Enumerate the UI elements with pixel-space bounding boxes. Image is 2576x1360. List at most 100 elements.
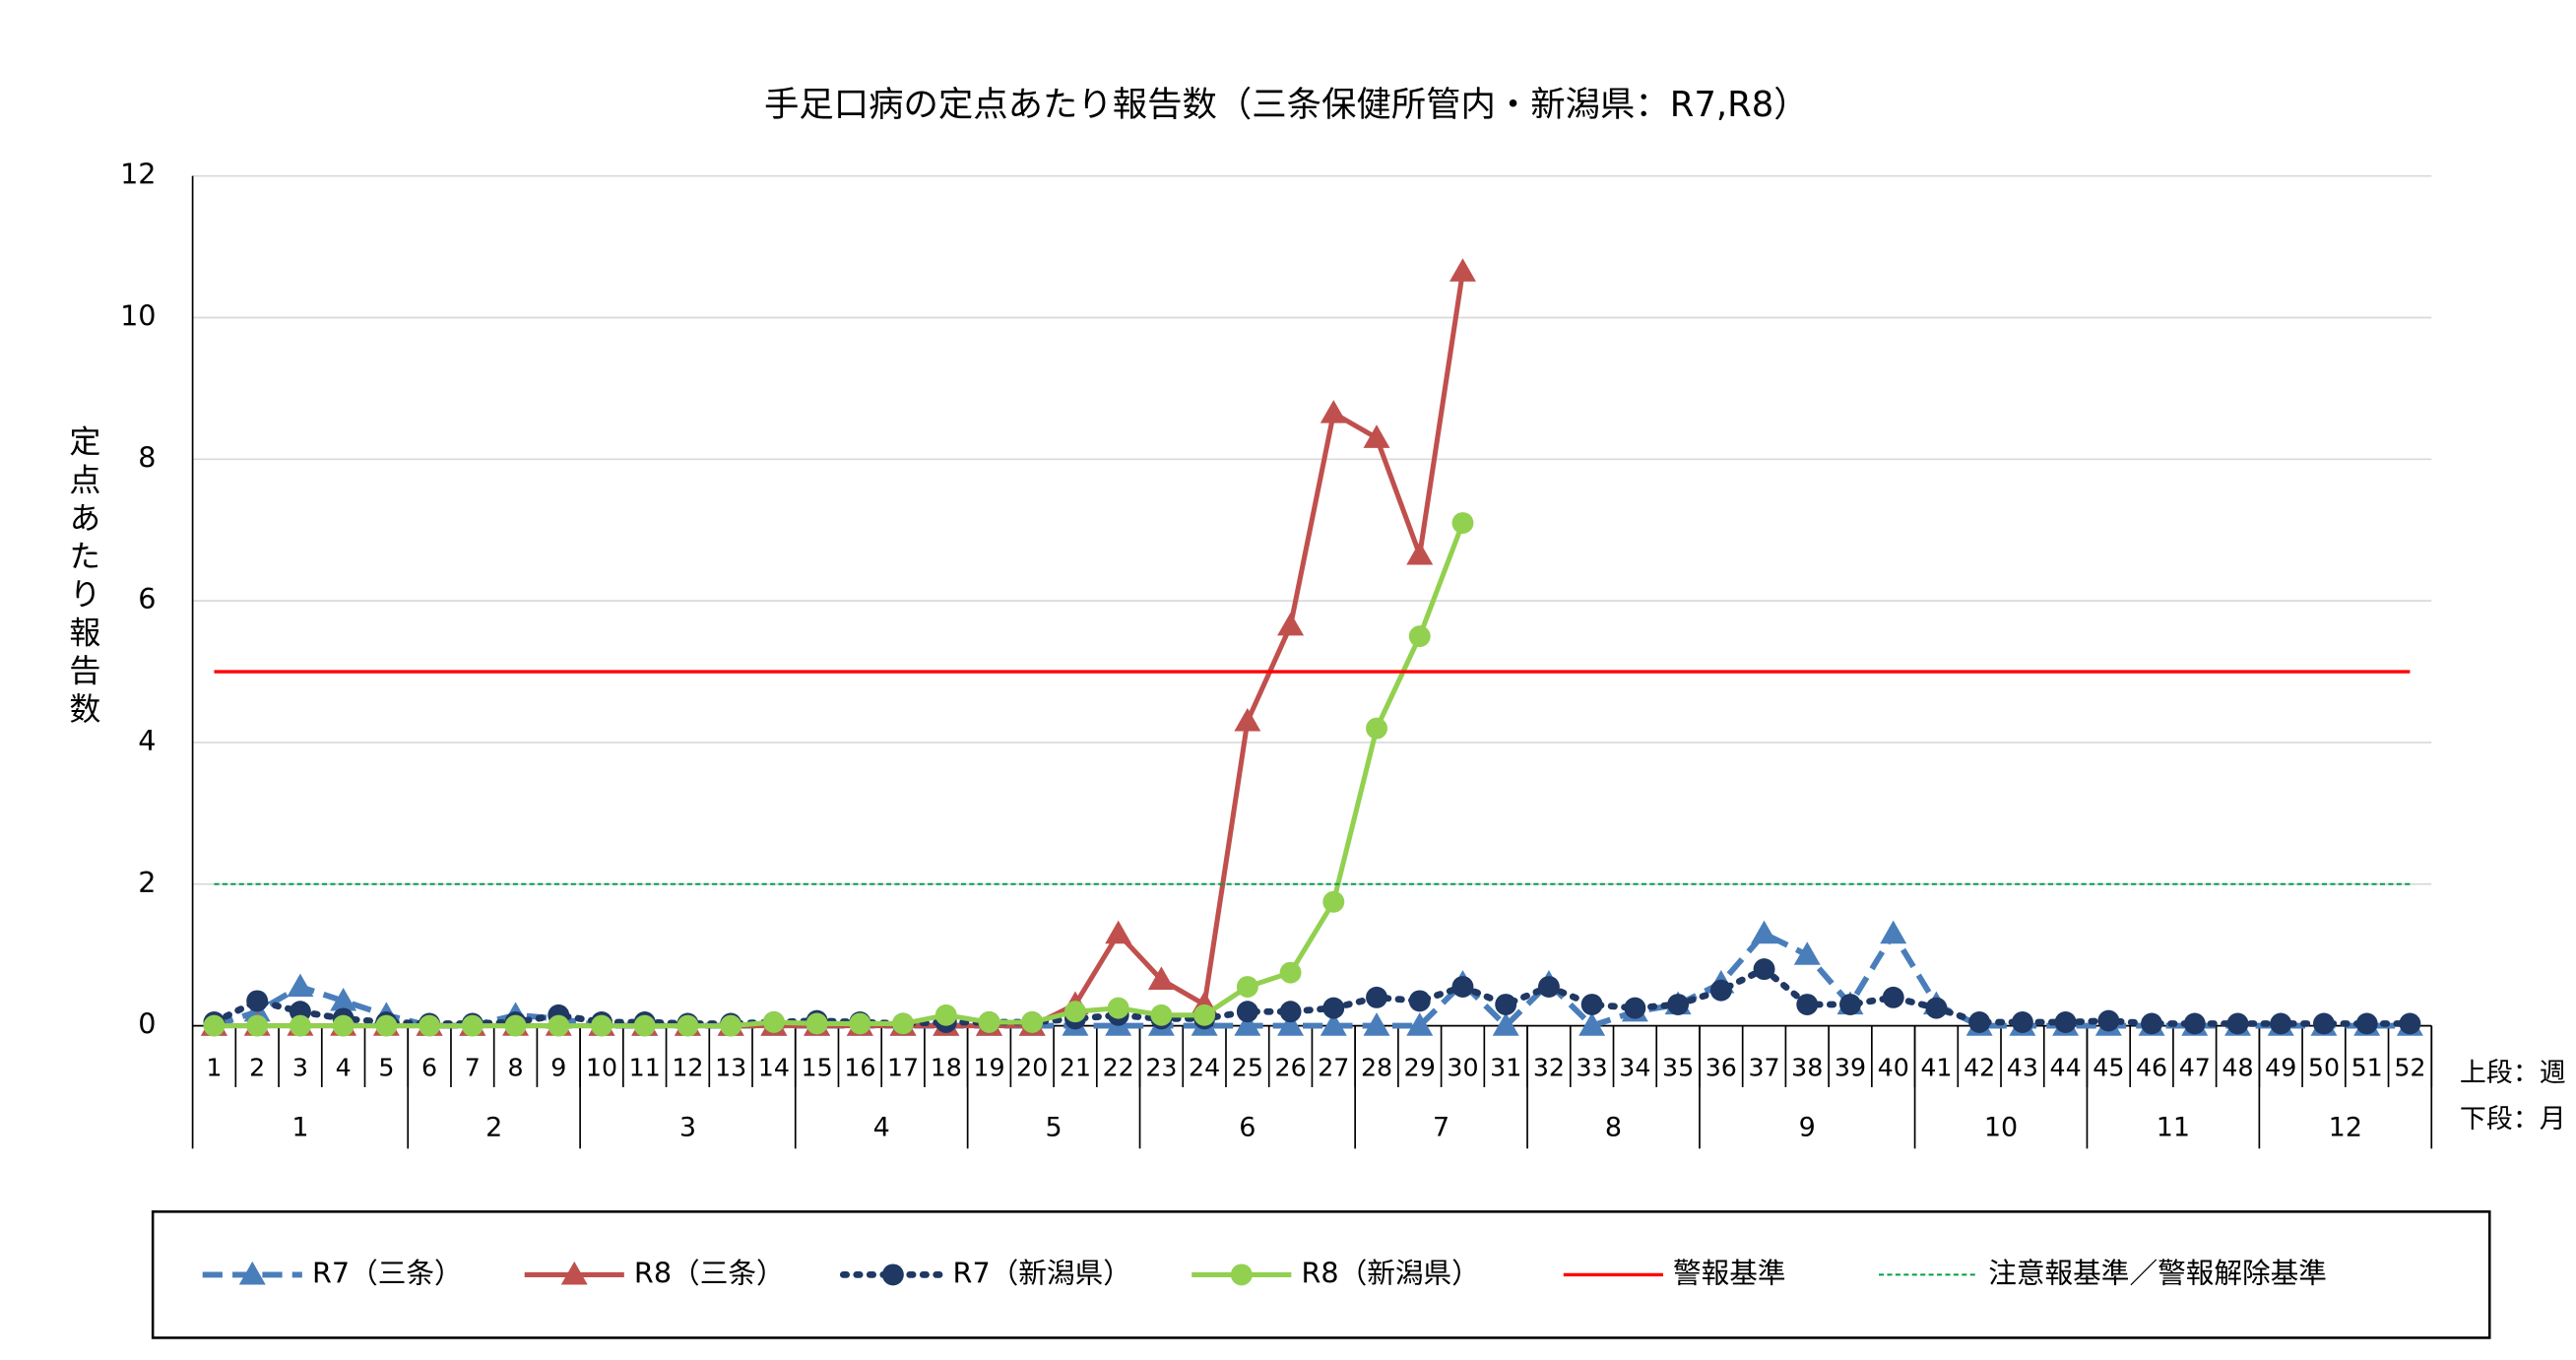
x-tick-label: 44 xyxy=(2050,1053,2082,1081)
marker xyxy=(2355,1012,2378,1035)
x-tick-label: 37 xyxy=(1748,1053,1779,1081)
marker xyxy=(560,1261,588,1285)
x-tick-label: 8 xyxy=(508,1053,524,1081)
x-tick-label: 26 xyxy=(1274,1053,1306,1081)
marker xyxy=(1105,920,1132,944)
marker xyxy=(676,1014,699,1037)
x-tick-label: 19 xyxy=(973,1053,1004,1081)
marker xyxy=(978,1011,1000,1033)
marker xyxy=(1277,612,1305,636)
marker xyxy=(1537,976,1560,999)
x-tick-label: 1 xyxy=(206,1053,222,1081)
marker xyxy=(1147,966,1175,990)
x-tick-label: 27 xyxy=(1318,1053,1349,1081)
legend-label: R8（新潟県） xyxy=(1301,1256,1479,1289)
marker xyxy=(1495,994,1517,1015)
marker xyxy=(238,1261,266,1285)
marker xyxy=(1150,1004,1173,1026)
x-tick-label: 30 xyxy=(1447,1053,1478,1081)
marker xyxy=(1882,986,1904,1008)
x-tick-label: 15 xyxy=(802,1053,833,1081)
marker xyxy=(1667,994,1690,1015)
x-tick-label: 14 xyxy=(758,1053,790,1081)
marker xyxy=(547,1014,570,1037)
legend-label: R8（三条） xyxy=(634,1256,785,1289)
marker xyxy=(2141,1012,2163,1035)
series-line xyxy=(214,522,1465,1029)
marker xyxy=(2312,1012,2335,1035)
month-label: 6 xyxy=(1239,1113,1256,1143)
marker xyxy=(1449,258,1476,282)
marker xyxy=(2270,1012,2292,1035)
marker xyxy=(1107,997,1129,1019)
x-tick-label: 36 xyxy=(1706,1053,1737,1081)
y-axis-label: 定点あたり報告数 xyxy=(64,424,101,730)
marker xyxy=(1322,890,1345,913)
marker xyxy=(203,1014,225,1037)
marker xyxy=(1451,976,1474,999)
x-tick-label: 10 xyxy=(586,1053,617,1081)
x-tick-label: 18 xyxy=(931,1053,962,1081)
x-tick-label: 32 xyxy=(1533,1053,1565,1081)
marker xyxy=(1406,541,1434,565)
x-tick-label: 20 xyxy=(1016,1053,1048,1081)
marker xyxy=(2097,1009,2120,1032)
x-tick-label: 47 xyxy=(2179,1053,2211,1081)
x-tick-label: 39 xyxy=(1835,1053,1866,1081)
marker xyxy=(762,1011,785,1033)
marker xyxy=(1793,941,1821,965)
x-tick-label: 41 xyxy=(1920,1053,1952,1081)
marker xyxy=(805,1012,828,1035)
marker xyxy=(1064,1001,1086,1023)
month-label: 11 xyxy=(2157,1113,2190,1143)
x-tick-label: 29 xyxy=(1404,1053,1436,1081)
month-label: 4 xyxy=(873,1113,890,1143)
x-tick-label: 22 xyxy=(1103,1053,1134,1081)
marker xyxy=(289,1014,311,1037)
y-tick-label: 4 xyxy=(138,724,156,757)
row-label: 上段：週 xyxy=(2460,1058,2566,1088)
marker xyxy=(1277,1012,1305,1036)
marker xyxy=(1193,1004,1216,1026)
x-tick-label: 35 xyxy=(1662,1053,1694,1081)
x-tick-label: 2 xyxy=(249,1053,265,1081)
legend-box xyxy=(151,1210,2491,1339)
month-label: 10 xyxy=(1984,1113,2018,1143)
x-tick-label: 5 xyxy=(378,1053,394,1081)
marker xyxy=(1279,961,1302,984)
x-tick-label: 24 xyxy=(1189,1053,1220,1081)
marker xyxy=(1753,958,1775,981)
x-tick-label: 48 xyxy=(2222,1053,2253,1081)
x-tick-label: 38 xyxy=(1791,1053,1823,1081)
series-line xyxy=(211,965,2414,1027)
marker xyxy=(1366,717,1387,740)
marker xyxy=(1320,400,1347,423)
marker xyxy=(849,1012,871,1035)
marker xyxy=(504,1014,527,1037)
x-tick-label: 46 xyxy=(2136,1053,2167,1081)
marker xyxy=(591,1014,612,1037)
marker xyxy=(2226,1012,2249,1035)
marker xyxy=(1021,1011,1044,1033)
marker xyxy=(1408,625,1431,648)
x-tick-label: 52 xyxy=(2394,1053,2425,1081)
legend-label: 警報基準 xyxy=(1673,1256,1786,1289)
x-tick-label: 16 xyxy=(844,1053,875,1081)
x-tick-label: 49 xyxy=(2265,1053,2296,1081)
marker xyxy=(1406,1012,1434,1036)
series-line xyxy=(214,271,1465,1029)
marker xyxy=(1322,997,1345,1019)
marker xyxy=(2183,1012,2206,1035)
marker xyxy=(2399,1012,2421,1035)
x-tick-label: 3 xyxy=(292,1053,308,1081)
marker xyxy=(633,1014,656,1037)
marker xyxy=(1839,994,1861,1015)
x-tick-label: 31 xyxy=(1490,1053,1521,1081)
marker xyxy=(1451,512,1474,534)
legend-label: R7（三条） xyxy=(312,1256,463,1289)
x-tick-label: 21 xyxy=(1060,1053,1091,1081)
marker xyxy=(375,1014,398,1037)
marker xyxy=(1236,976,1258,999)
marker xyxy=(1363,1012,1390,1036)
